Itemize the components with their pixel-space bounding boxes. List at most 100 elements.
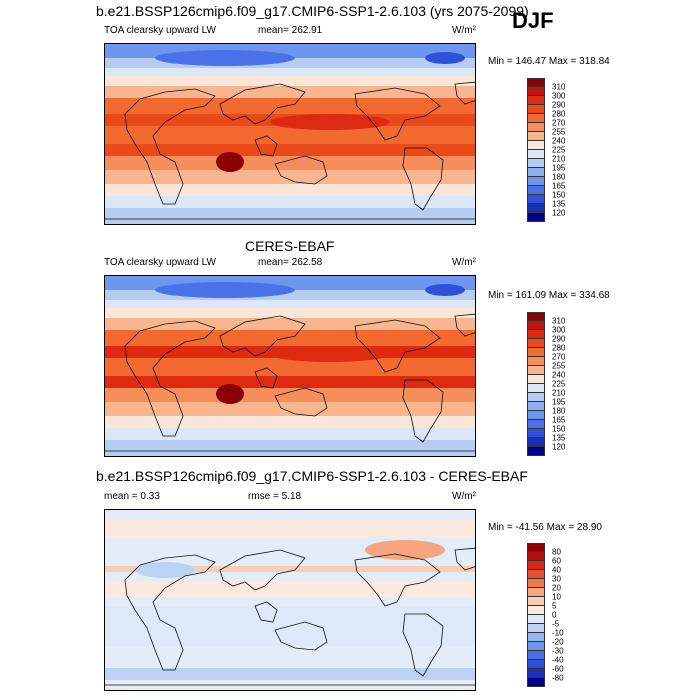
panel1-units: W/m²: [452, 25, 476, 36]
panel3-rmse: rmse = 5.18: [248, 491, 302, 502]
colorbar-tick-label: 255: [552, 127, 566, 137]
colorbar-tick-label: 165: [552, 181, 566, 191]
colorbar-tick-label: -30: [552, 646, 564, 656]
colorbar-swatch: [527, 96, 545, 105]
colorbar-tick-label: 60: [552, 556, 561, 566]
colorbar-swatch: [527, 348, 545, 357]
panel3-units: W/m²: [452, 491, 476, 502]
colorbar-tick-label: 180: [552, 172, 566, 182]
colorbar-tick-label: -60: [552, 664, 564, 674]
colorbar-swatch: [527, 393, 545, 402]
colorbar-tick-label: 225: [552, 379, 566, 389]
panel3-field: [105, 510, 475, 690]
colorbar-tick-label: 150: [552, 424, 566, 434]
colorbar-swatch: [527, 123, 545, 132]
colorbar-tick-label: -40: [552, 655, 564, 665]
colorbar-tick-label: -5: [552, 619, 560, 629]
colorbar-tick-label: 280: [552, 343, 566, 353]
colorbar-swatch: [527, 543, 545, 552]
colorbar-tick-label: 150: [552, 190, 566, 200]
colorbar-tick-label: 300: [552, 91, 566, 101]
colorbar-tick-label: 195: [552, 163, 566, 173]
colorbar-swatch: [527, 159, 545, 168]
colorbar-tick-label: 210: [552, 388, 566, 398]
colorbar-swatch: [527, 570, 545, 579]
panel1-colorbar: [527, 78, 545, 222]
panel3-map: [104, 509, 476, 691]
colorbar-swatch: [527, 579, 545, 588]
colorbar-tick-label: 135: [552, 433, 566, 443]
colorbar-tick-label: 0: [552, 610, 557, 620]
colorbar-swatch: [527, 411, 545, 420]
colorbar-swatch: [527, 105, 545, 114]
colorbar-swatch: [527, 141, 545, 150]
panel1-variable-label: TOA clearsky upward LW: [104, 25, 216, 36]
colorbar-swatch: [527, 624, 545, 633]
colorbar-swatch: [527, 321, 545, 330]
colorbar-swatch: [527, 420, 545, 429]
colorbar-tick-label: 10: [552, 592, 561, 602]
panel2-units: W/m²: [452, 257, 476, 268]
panel2-minmax: Min = 161.09 Max = 334.68: [488, 290, 610, 301]
colorbar-tick-label: 30: [552, 574, 561, 584]
panel3-title: b.e21.BSSP126cmip6.f09_g17.CMIP6-SSP1-2.…: [96, 468, 528, 484]
colorbar-swatch: [527, 606, 545, 615]
colorbar-swatch: [527, 366, 545, 375]
colorbar-swatch: [527, 132, 545, 141]
colorbar-tick-label: 290: [552, 100, 566, 110]
colorbar-swatch: [527, 177, 545, 186]
colorbar-tick-label: 240: [552, 136, 566, 146]
panel2-colorbar: [527, 312, 545, 456]
colorbar-swatch: [527, 429, 545, 438]
colorbar-swatch: [527, 204, 545, 213]
colorbar-tick-label: 270: [552, 118, 566, 128]
colorbar-swatch: [527, 375, 545, 384]
panel1-field: [105, 44, 475, 224]
colorbar-swatch: [527, 615, 545, 624]
colorbar-swatch: [527, 384, 545, 393]
panel3-minmax: Min = -41.56 Max = 28.90: [488, 522, 602, 533]
colorbar-swatch: [527, 150, 545, 159]
panel2-variable-label: TOA clearsky upward LW: [104, 257, 216, 268]
colorbar-tick-label: -10: [552, 628, 564, 638]
colorbar-swatch: [527, 87, 545, 96]
colorbar-swatch: [527, 561, 545, 570]
colorbar-swatch: [527, 195, 545, 204]
panel2-map: [104, 275, 476, 457]
colorbar-swatch: [527, 114, 545, 123]
colorbar-tick-label: 255: [552, 361, 566, 371]
colorbar-tick-label: 240: [552, 370, 566, 380]
colorbar-tick-label: -20: [552, 637, 564, 647]
colorbar-swatch: [527, 651, 545, 660]
colorbar-swatch: [527, 678, 545, 687]
panel3-colorbar: [527, 543, 545, 687]
panel2-field: [105, 276, 475, 456]
colorbar-swatch: [527, 186, 545, 195]
season-label: DJF: [512, 8, 554, 33]
colorbar-tick-label: 300: [552, 325, 566, 335]
panel1-title: b.e21.BSSP126cmip6.f09_g17.CMIP6-SSP1-2.…: [96, 3, 529, 19]
colorbar-swatch: [527, 633, 545, 642]
colorbar-swatch: [527, 669, 545, 678]
colorbar-swatch: [527, 168, 545, 177]
colorbar-tick-label: 210: [552, 154, 566, 164]
colorbar-swatch: [527, 588, 545, 597]
colorbar-swatch: [527, 339, 545, 348]
colorbar-tick-label: 40: [552, 565, 561, 575]
colorbar-tick-label: 165: [552, 415, 566, 425]
colorbar-tick-label: 20: [552, 583, 561, 593]
colorbar-tick-label: 310: [552, 82, 566, 92]
colorbar-swatch: [527, 213, 545, 222]
colorbar-tick-label: 280: [552, 109, 566, 119]
colorbar-tick-label: 310: [552, 316, 566, 326]
colorbar-swatch: [527, 78, 545, 87]
colorbar-swatch: [527, 447, 545, 456]
colorbar-tick-label: 195: [552, 397, 566, 407]
colorbar-tick-label: 120: [552, 208, 566, 218]
colorbar-swatch: [527, 330, 545, 339]
colorbar-swatch: [527, 438, 545, 447]
panel2-title: CERES-EBAF: [245, 238, 335, 254]
colorbar-swatch: [527, 642, 545, 651]
colorbar-swatch: [527, 402, 545, 411]
colorbar-swatch: [527, 357, 545, 366]
